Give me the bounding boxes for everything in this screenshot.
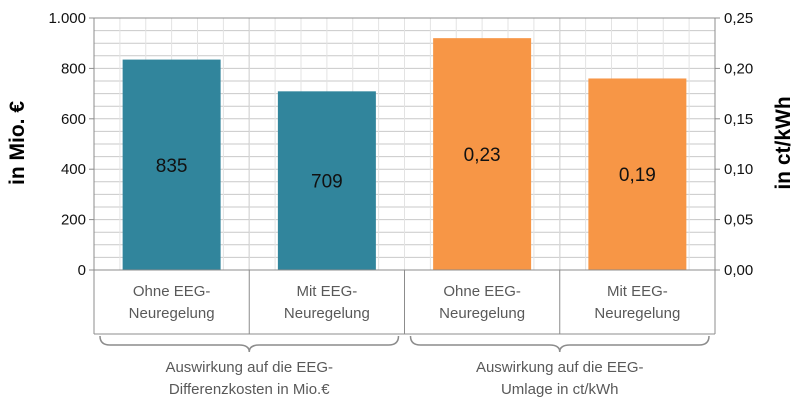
left-tick-label: 1.000 bbox=[48, 10, 86, 27]
category-label-line1: Ohne EEG- bbox=[133, 283, 211, 300]
right-tick-label: 0,25 bbox=[724, 10, 753, 27]
bars: 835 709 0,23 0,19 bbox=[122, 38, 687, 270]
right-axis-title: in ct/kWh bbox=[772, 96, 795, 189]
bar-data-label: 0,23 bbox=[464, 145, 501, 166]
category-label-line2: Neuregelung bbox=[129, 305, 215, 322]
group-label-line1: Auswirkung auf die EEG- bbox=[476, 359, 644, 376]
left-tick-label: 600 bbox=[61, 111, 86, 128]
category-label-line1: Mit EEG- bbox=[296, 283, 357, 300]
bar bbox=[433, 38, 532, 270]
category-label-line1: Mit EEG- bbox=[607, 283, 668, 300]
bar bbox=[588, 78, 687, 270]
right-tick-label: 0,10 bbox=[724, 161, 753, 178]
left-tick-label: 800 bbox=[61, 60, 86, 77]
group-label-line1: Auswirkung auf die EEG- bbox=[165, 359, 333, 376]
category-label-line1: Ohne EEG- bbox=[443, 283, 521, 300]
bar-data-label: 835 bbox=[156, 156, 188, 177]
bar-data-label: 0,19 bbox=[619, 165, 656, 186]
category-label-line2: Neuregelung bbox=[594, 305, 680, 322]
group-labels: Auswirkung auf die EEG- Differenzkosten i… bbox=[99, 335, 710, 398]
group-brace bbox=[409, 335, 710, 353]
category-label-line2: Neuregelung bbox=[284, 305, 370, 322]
right-axis-ticks: 0,00 0,05 0,10 0,15 0,20 0,25 bbox=[724, 10, 753, 279]
category-labels: Ohne EEG- Neuregelung Mit EEG- Neuregelung O… bbox=[93, 270, 716, 335]
left-tick-label: 400 bbox=[61, 161, 86, 178]
group-label-line2: Umlage in ct/kWh bbox=[501, 381, 619, 398]
left-tick-label: 200 bbox=[61, 212, 86, 229]
group-brace bbox=[99, 335, 400, 353]
bar bbox=[277, 91, 376, 270]
right-tick-label: 0,00 bbox=[724, 262, 753, 279]
left-axis-title: in Mio. € bbox=[6, 101, 29, 185]
right-tick-label: 0,05 bbox=[724, 212, 753, 229]
group-label-line2: Differenzkosten in Mio.€ bbox=[169, 381, 330, 398]
right-tick-label: 0,20 bbox=[724, 60, 753, 77]
bar-data-label: 709 bbox=[311, 172, 343, 193]
bar bbox=[122, 59, 221, 270]
right-tick-label: 0,15 bbox=[724, 111, 753, 128]
category-label-line2: Neuregelung bbox=[439, 305, 525, 322]
left-axis-ticks: 0 200 400 600 800 1.000 bbox=[48, 10, 86, 279]
left-tick-label: 0 bbox=[78, 262, 86, 279]
